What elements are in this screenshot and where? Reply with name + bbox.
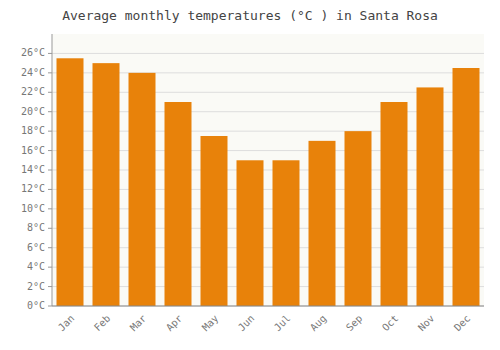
bar bbox=[129, 73, 156, 306]
y-tick-label: 16°C bbox=[21, 145, 45, 156]
y-tick-label: 4°C bbox=[27, 261, 45, 272]
bar bbox=[237, 160, 264, 306]
x-tick-label: Mar bbox=[128, 313, 149, 334]
y-tick bbox=[48, 208, 52, 209]
x-tick-label: Sep bbox=[344, 313, 365, 334]
x-tick-label: Oct bbox=[380, 313, 401, 334]
bars bbox=[57, 58, 480, 306]
y-tick bbox=[48, 131, 52, 132]
grid-line bbox=[52, 306, 484, 307]
bar bbox=[381, 102, 408, 306]
y-tick-label: 2°C bbox=[27, 281, 45, 292]
y-tick-label: 26°C bbox=[21, 47, 45, 58]
y-tick bbox=[48, 72, 52, 73]
x-tick-label: Dec bbox=[452, 313, 473, 334]
y-tick-label: 22°C bbox=[21, 86, 45, 97]
y-tick bbox=[48, 247, 52, 248]
y-tick-label: 0°C bbox=[27, 300, 45, 311]
x-tick-label: Jul bbox=[272, 313, 293, 334]
y-tick bbox=[48, 189, 52, 190]
grid-line bbox=[52, 53, 484, 54]
bar bbox=[165, 102, 192, 306]
y-tick-label: 14°C bbox=[21, 164, 45, 175]
y-tick bbox=[48, 286, 52, 287]
bar bbox=[453, 68, 480, 306]
x-tick-label: Apr bbox=[164, 313, 185, 334]
x-tick-label: Feb bbox=[92, 313, 113, 334]
bar bbox=[93, 63, 120, 306]
y-tick-label: 10°C bbox=[21, 203, 45, 214]
y-tick bbox=[48, 228, 52, 229]
y-tick-label: 6°C bbox=[27, 242, 45, 253]
y-tick bbox=[48, 306, 52, 307]
x-tick-label: Jun bbox=[236, 313, 257, 334]
y-tick bbox=[48, 92, 52, 93]
plot-background bbox=[52, 34, 484, 306]
y-tick bbox=[48, 53, 52, 54]
x-axis-line bbox=[52, 306, 484, 307]
y-tick-label: 24°C bbox=[21, 67, 45, 78]
y-tick bbox=[48, 170, 52, 171]
y-axis-line bbox=[52, 34, 53, 306]
bar bbox=[345, 131, 372, 306]
bar bbox=[201, 136, 228, 306]
y-tick bbox=[48, 150, 52, 151]
y-tick-label: 18°C bbox=[21, 125, 45, 136]
bar bbox=[309, 141, 336, 306]
chart-container: 0°C 2°C 4°C 6°C 8°C 10°C 12°C 14°C 16°C 18°C 20°C 2… bbox=[0, 0, 500, 350]
x-tick-label: Jan bbox=[56, 313, 77, 334]
y-tick-label: 8°C bbox=[27, 222, 45, 233]
y-tick-label: 20°C bbox=[21, 106, 45, 117]
y-tick-label: 12°C bbox=[21, 183, 45, 194]
y-tick bbox=[48, 267, 52, 268]
x-tick-label: Aug bbox=[308, 313, 329, 334]
chart-svg: 0°C 2°C 4°C 6°C 8°C 10°C 12°C 14°C 16°C 18°C 20°C 2… bbox=[0, 0, 500, 350]
bar bbox=[273, 160, 300, 306]
bar bbox=[417, 87, 444, 306]
y-tick bbox=[48, 111, 52, 112]
x-tick-label: May bbox=[200, 313, 221, 334]
bar bbox=[57, 58, 84, 306]
chart-title: Average monthly temperatures (°C ) in Sa… bbox=[62, 8, 438, 23]
x-tick-label: Nov bbox=[416, 313, 437, 334]
